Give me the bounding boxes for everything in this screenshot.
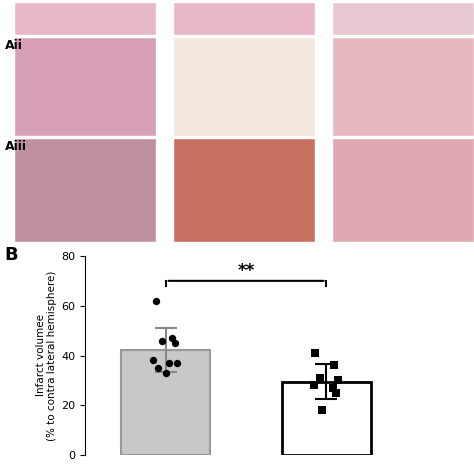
Text: B: B: [4, 246, 18, 264]
Point: [168, 334, 176, 342]
Text: Aii: Aii: [5, 39, 23, 53]
Point: [172, 339, 179, 347]
FancyBboxPatch shape: [173, 2, 315, 35]
FancyBboxPatch shape: [14, 138, 156, 242]
FancyBboxPatch shape: [332, 2, 474, 35]
Bar: [282, 382, 371, 455]
Bar: [121, 350, 210, 455]
Point: [331, 362, 338, 369]
FancyBboxPatch shape: [332, 37, 474, 136]
Point: [154, 364, 162, 372]
Text: Aiii: Aiii: [5, 140, 27, 154]
FancyBboxPatch shape: [173, 37, 315, 136]
Text: **: **: [237, 262, 255, 280]
Point: [316, 374, 324, 382]
FancyBboxPatch shape: [332, 138, 474, 242]
Y-axis label: Infarct volumee
(% to contra lateral hemisphere): Infarct volumee (% to contra lateral hem…: [36, 270, 57, 441]
Point: [165, 359, 173, 367]
FancyBboxPatch shape: [14, 2, 156, 35]
Point: [318, 406, 326, 414]
Point: [149, 357, 156, 365]
Point: [311, 349, 319, 357]
Point: [173, 359, 181, 367]
Point: [152, 297, 160, 305]
Point: [332, 389, 340, 397]
Point: [159, 337, 166, 344]
Point: [310, 382, 318, 389]
Point: [329, 384, 337, 392]
FancyBboxPatch shape: [173, 138, 315, 242]
Point: [334, 376, 341, 384]
Point: [162, 369, 170, 377]
FancyBboxPatch shape: [14, 37, 156, 136]
